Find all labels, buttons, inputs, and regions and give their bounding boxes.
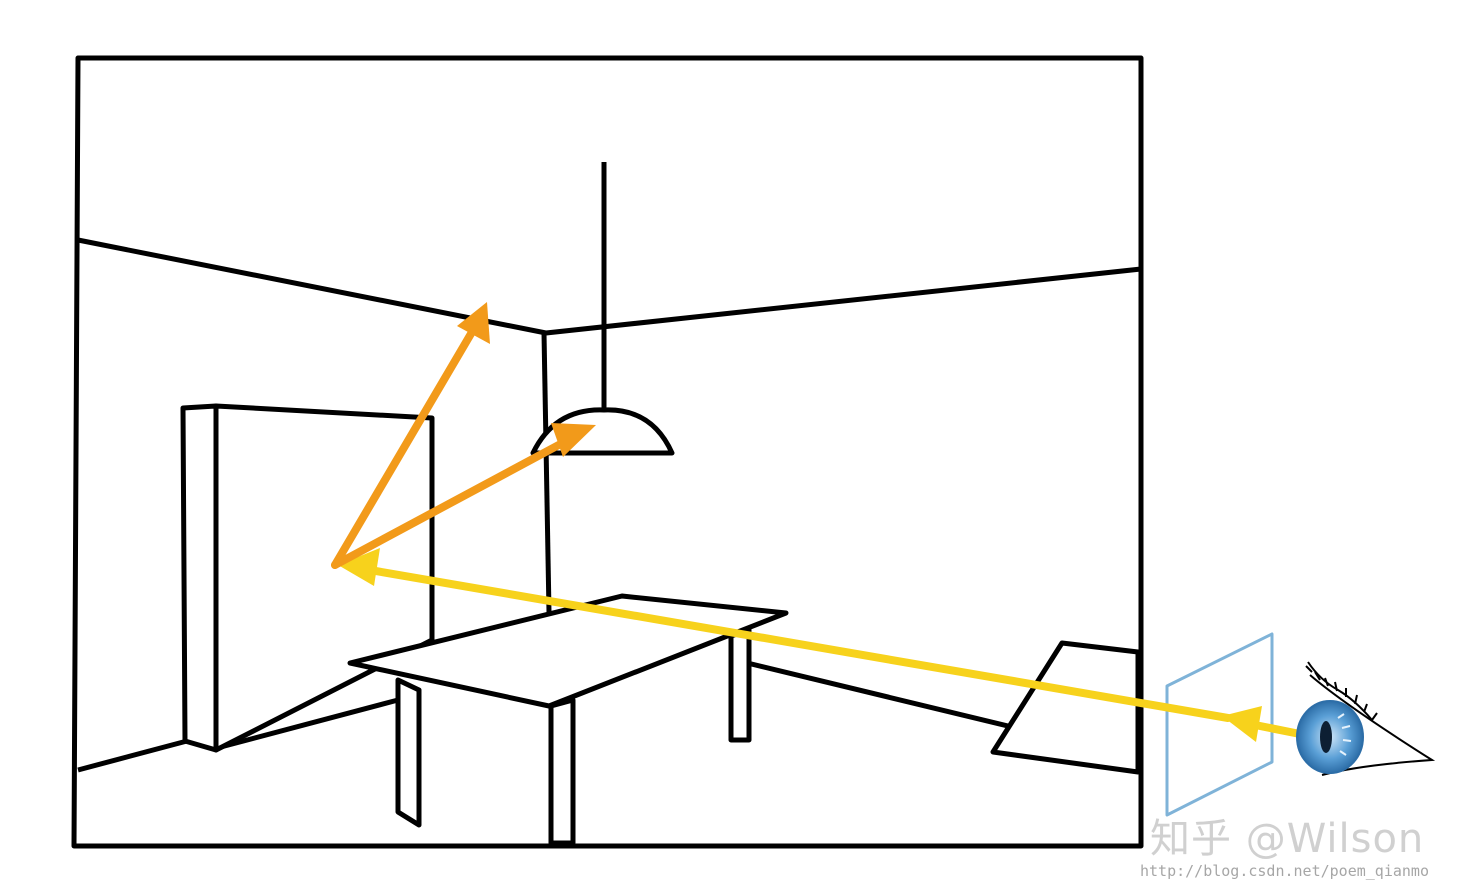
bounce-ray-to-lamp [331, 436, 572, 569]
view-ray-segment [1251, 721, 1304, 738]
watermark-url: http://blog.csdn.net/poem_qianmo [1140, 862, 1429, 880]
eye-icon [1296, 661, 1436, 776]
bounce-ray-arrowhead-lamp [551, 423, 596, 457]
bounce-ray-to-ceiling [331, 328, 476, 569]
table-leg-left [395, 677, 422, 828]
table-leg-right [728, 627, 752, 743]
view-ray [366, 566, 1232, 722]
room-frame [71, 55, 1144, 849]
image-plane [1165, 632, 1274, 817]
window [990, 640, 1141, 775]
floor-edge-mid [216, 697, 399, 751]
ceiling-edge [77, 237, 1142, 336]
view-ray-arrowhead-plane [1222, 706, 1262, 742]
wall-corner [541, 332, 552, 613]
watermark-brand: 知乎 @Wilson [1150, 816, 1425, 862]
table-leg-front [548, 697, 576, 846]
floor-edge-left [77, 738, 188, 773]
view-ray-arrowhead-wall [338, 548, 380, 586]
bounce-ray-arrowhead-ceiling [457, 302, 490, 344]
wall-panel-side [180, 403, 219, 753]
